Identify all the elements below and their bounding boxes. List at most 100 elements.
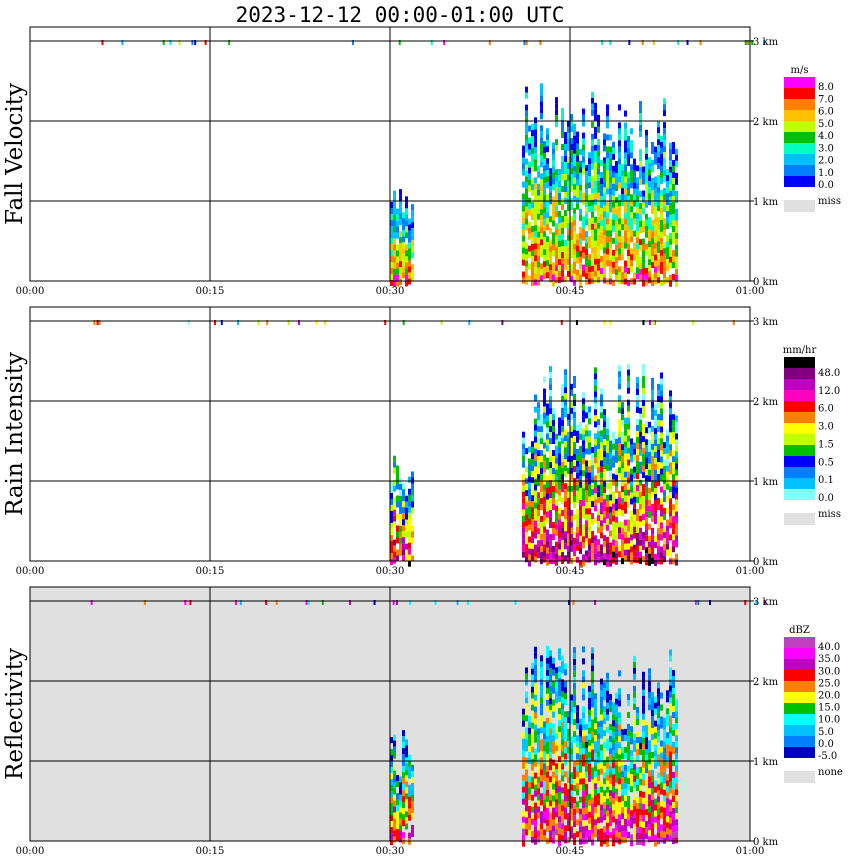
echo-cell	[561, 509, 564, 516]
echo-cell	[627, 417, 630, 424]
echo-cell	[582, 500, 585, 507]
echo-cell	[624, 812, 627, 819]
echo-dot	[101, 40, 104, 45]
echo-cell	[651, 503, 654, 510]
echo-cell	[666, 193, 669, 200]
echo-cell	[660, 722, 663, 729]
echo-cell	[633, 242, 636, 249]
echo-cell	[585, 207, 588, 214]
echo-cell	[525, 206, 528, 213]
echo-cell	[675, 214, 678, 221]
echo-cell	[582, 676, 585, 683]
echo-cell	[390, 767, 393, 774]
echo-cell	[546, 224, 549, 231]
echo-cell	[564, 447, 567, 454]
echo-cell	[579, 796, 582, 803]
echo-cell	[594, 693, 597, 700]
echo-cell	[648, 770, 651, 777]
echo-cell	[618, 158, 621, 165]
echo-cell	[612, 443, 615, 450]
echo-cell	[543, 418, 546, 425]
echo-cell	[579, 523, 582, 530]
echo-cell	[615, 161, 618, 168]
echo-cell	[627, 231, 630, 238]
echo-cell	[531, 256, 534, 263]
echo-dot	[699, 40, 702, 45]
echo-cell	[534, 418, 537, 425]
echo-cell	[627, 808, 630, 815]
echo-cell	[549, 414, 552, 421]
echo-cell	[525, 514, 528, 521]
echo-cell	[627, 736, 630, 743]
echo-dot	[568, 600, 571, 605]
echo-cell	[552, 681, 555, 688]
echo-cell	[633, 805, 636, 812]
echo-cell	[408, 790, 411, 797]
echo-cell	[579, 214, 582, 221]
echo-cell	[651, 237, 654, 244]
echo-cell	[576, 137, 579, 144]
echo-cell	[537, 764, 540, 771]
echo-cell	[393, 836, 396, 843]
echo-cell	[633, 550, 636, 557]
echo-cell	[609, 796, 612, 803]
echo-cell	[570, 754, 573, 761]
echo-cell	[402, 260, 405, 267]
echo-cell	[654, 451, 657, 458]
colorbar-swatch	[784, 88, 815, 99]
echo-cell	[528, 536, 531, 543]
echo-cell	[624, 483, 627, 490]
echo-cell	[675, 244, 678, 251]
echo-cell	[402, 543, 405, 550]
echo-cell	[672, 262, 675, 269]
echo-cell	[651, 769, 654, 776]
echo-cell	[393, 515, 396, 522]
echo-cell	[390, 268, 393, 275]
echo-cell	[603, 481, 606, 488]
echo-cell	[567, 120, 570, 127]
echo-cell	[654, 732, 657, 739]
echo-cell	[402, 489, 405, 496]
echo-cell	[570, 527, 573, 534]
echo-cell	[645, 213, 648, 220]
echo-cell	[618, 736, 621, 743]
echo-cell	[606, 116, 609, 123]
echo-cell	[609, 754, 612, 761]
echo-cell	[612, 756, 615, 763]
echo-cell	[537, 195, 540, 202]
echo-cell	[615, 788, 618, 795]
echo-cell	[543, 496, 546, 503]
colorbar-swatch	[784, 176, 815, 187]
echo-cell	[609, 814, 612, 821]
echo-cell	[636, 436, 639, 443]
echo-cell	[582, 670, 585, 677]
echo-cell	[633, 254, 636, 261]
echo-cell	[624, 441, 627, 448]
echo-cell	[543, 538, 546, 545]
echo-cell	[648, 235, 651, 242]
echo-cell	[621, 747, 624, 754]
echo-cell	[570, 222, 573, 229]
echo-cell	[624, 501, 627, 508]
echo-cell	[588, 775, 591, 782]
echo-cell	[594, 150, 597, 157]
echo-cell	[561, 132, 564, 139]
echo-cell	[582, 542, 585, 549]
echo-cell	[660, 237, 663, 244]
echo-cell	[609, 700, 612, 707]
echo-cell	[624, 830, 627, 837]
echo-cell	[636, 376, 639, 383]
echo-cell	[582, 156, 585, 163]
echo-cell	[393, 539, 396, 546]
echo-cell	[642, 280, 645, 287]
echo-cell	[411, 264, 414, 271]
echo-cell	[624, 836, 627, 843]
echo-cell	[579, 469, 582, 476]
echo-cell	[411, 246, 414, 253]
colorbar-swatch	[784, 423, 815, 434]
echo-cell	[630, 834, 633, 841]
echo-cell	[555, 229, 558, 236]
echo-cell	[591, 181, 594, 188]
echo-cell	[546, 182, 549, 189]
echo-cell	[657, 712, 660, 719]
